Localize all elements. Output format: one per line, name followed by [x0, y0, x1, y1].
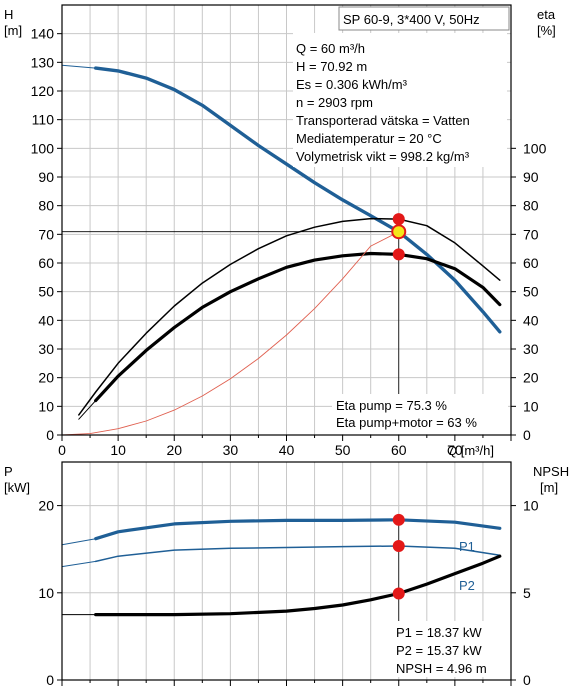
left-tick-label: 30 — [38, 341, 54, 357]
left-tick-label: 0 — [46, 427, 54, 443]
right-tick-label: 0 — [523, 427, 531, 443]
right-tick-label: 100 — [523, 140, 547, 156]
x-tick-label: 60 — [391, 442, 407, 458]
title-box — [338, 6, 510, 31]
p2-curve — [94, 545, 501, 563]
right-tick-label: 50 — [523, 284, 539, 300]
npsh-axis-unit: [m] — [540, 480, 558, 495]
right-tick-label: 10 — [523, 498, 539, 514]
eta-pump-curve — [78, 217, 501, 416]
head-curve — [93, 66, 502, 334]
bottom-duty-markers — [392, 513, 405, 600]
info-density: Volymetrisk vikt = 998.2 kg/m³ — [296, 149, 470, 164]
right-tick-label: 70 — [523, 226, 539, 242]
chart-title: SP 60-9, 3*400 V, 50Hz — [343, 12, 480, 27]
info-speed: n = 2903 rpm — [296, 95, 373, 110]
head-axis-label: H — [4, 7, 13, 22]
right-tick-label: 90 — [523, 169, 539, 185]
eta-total-result: Eta pump+motor = 63 % — [336, 415, 477, 430]
info-liquid: Transporterad vätska = Vatten — [296, 113, 470, 128]
p1-curve — [94, 518, 502, 541]
eta-axis-ticks: 0 10 20 30 40 50 60 70 80 90 100 — [511, 140, 547, 443]
left-tick-label: 20 — [38, 498, 54, 514]
head-axis-unit: [m] — [4, 23, 22, 38]
left-tick-label: 0 — [46, 672, 54, 688]
p1-marker — [392, 513, 405, 526]
x-tick-label: 70 — [447, 442, 463, 458]
eta-axis-unit: [%] — [537, 23, 556, 38]
right-tick-label: 40 — [523, 312, 539, 328]
x-tick-label: 20 — [166, 442, 182, 458]
left-tick-label: 120 — [31, 83, 55, 99]
efficiency-results: Eta pump = 75.3 % Eta pump+motor = 63 % — [332, 394, 508, 434]
right-tick-label: 60 — [523, 255, 539, 271]
left-tick-label: 100 — [31, 140, 55, 156]
right-tick-label: 20 — [523, 370, 539, 386]
left-tick-label: 10 — [38, 398, 54, 414]
left-tick-label: 130 — [31, 54, 55, 70]
left-tick-label: 50 — [38, 284, 54, 300]
bottom-grid — [62, 462, 511, 680]
power-npsh-panel: 0 10 20 0 5 10 P [kW] NPSH [m] P1 P2 P1 = 18… — [4, 461, 569, 688]
npsh-axis-ticks: 0 5 10 — [511, 498, 539, 688]
left-tick-label: 70 — [38, 226, 54, 242]
head-thin-curve — [61, 64, 97, 69]
bottom-curves — [61, 518, 502, 617]
head-axis-ticks: 0 10 20 30 40 50 60 70 80 90 100 110 120 130 140 — [31, 26, 62, 443]
p1-series-label: P1 — [459, 539, 475, 554]
info-specific-energy: Es = 0.306 kWh/m³ — [296, 77, 408, 92]
right-tick-label: 80 — [523, 198, 539, 214]
p2-result: P2 = 15.37 kW — [396, 643, 482, 658]
left-tick-label: 20 — [38, 370, 54, 386]
eta-total-thin-curve — [78, 400, 97, 420]
right-tick-label: 10 — [523, 398, 539, 414]
left-tick-label: 10 — [38, 585, 54, 601]
npsh-axis-label: NPSH — [533, 464, 569, 479]
flow-axis-label: Q [m³/h] — [447, 443, 494, 458]
duty-head-marker — [391, 224, 407, 240]
right-tick-label: 0 — [523, 672, 531, 688]
power-axis-ticks: 0 10 20 — [38, 498, 62, 688]
npsh-result: NPSH = 4.96 m — [396, 661, 487, 676]
left-tick-label: 80 — [38, 198, 54, 214]
npsh-marker — [392, 587, 405, 600]
eta-total-curve — [94, 251, 502, 403]
p2-marker — [392, 539, 405, 552]
left-tick-label: 110 — [32, 112, 55, 128]
system-curve-curve — [61, 231, 400, 436]
eta-axis-label: eta — [537, 7, 556, 22]
flow-axis-ticks: 0 10 20 30 40 50 60 70 — [58, 435, 512, 458]
power-axis-unit: [kW] — [4, 480, 30, 495]
right-tick-label: 30 — [523, 341, 539, 357]
x-tick-label: 0 — [58, 442, 66, 458]
info-temperature: Mediatemperatur = 20 °C — [296, 131, 442, 146]
right-tick-label: 5 — [523, 585, 531, 601]
info-flow: Q = 60 m³/h — [296, 41, 365, 56]
p1-thin-curve — [61, 538, 97, 546]
duty-markers — [391, 213, 407, 261]
eta-total-marker — [392, 248, 405, 261]
left-tick-label: 60 — [38, 255, 54, 271]
p2-series-label: P2 — [459, 578, 475, 593]
left-tick-label: 40 — [38, 312, 54, 328]
npsh-curve — [94, 554, 502, 617]
x-tick-label: 50 — [335, 442, 351, 458]
p1-result: P1 = 18.37 kW — [396, 625, 482, 640]
duty-point-info: Q = 60 m³/h H = 70.92 m Es = 0.306 kWh/m… — [293, 33, 507, 167]
info-head: H = 70.92 m — [296, 59, 367, 74]
eta-pump-result: Eta pump = 75.3 % — [336, 398, 447, 413]
left-tick-label: 90 — [38, 169, 54, 185]
x-tick-label: 10 — [110, 442, 126, 458]
left-tick-label: 140 — [31, 26, 55, 42]
eta-pump-marker — [392, 213, 405, 226]
p2-thin-curve — [61, 560, 97, 568]
power-results: P1 = 18.37 kW P2 = 15.37 kW NPSH = 4.96 … — [392, 621, 508, 677]
top-curves — [61, 64, 502, 436]
x-tick-label: 40 — [279, 442, 295, 458]
x-tick-label: 30 — [223, 442, 239, 458]
bottom-flow-ticks — [61, 680, 512, 686]
power-axis-label: P — [4, 464, 13, 479]
